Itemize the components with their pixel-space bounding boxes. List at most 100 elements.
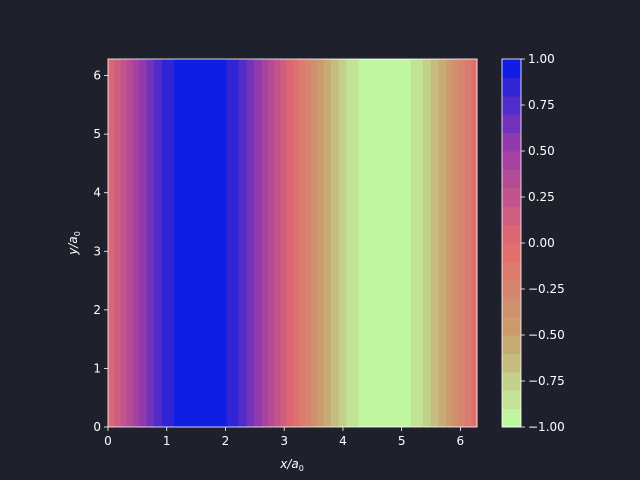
contour-band bbox=[175, 59, 178, 427]
contour-band bbox=[131, 59, 134, 427]
colorbar-level bbox=[502, 132, 521, 152]
contour-band bbox=[163, 59, 166, 427]
contour-band bbox=[470, 59, 473, 427]
contour-band bbox=[212, 59, 215, 427]
contour-band bbox=[381, 59, 384, 427]
contour-band bbox=[390, 59, 394, 427]
contour-band bbox=[154, 59, 157, 427]
x-tick-label: 0 bbox=[104, 434, 112, 448]
contour-band bbox=[114, 59, 117, 427]
contour-band bbox=[292, 59, 295, 427]
contour-band bbox=[152, 59, 155, 427]
contour-band bbox=[361, 59, 364, 427]
contour-band bbox=[389, 59, 392, 427]
colorbar-tick-label: 0.25 bbox=[528, 190, 555, 204]
contour-band bbox=[309, 59, 312, 427]
contour-band bbox=[441, 59, 444, 427]
contour-band bbox=[149, 59, 152, 427]
y-tick-label: 0 bbox=[93, 420, 101, 434]
contour-band bbox=[301, 59, 304, 427]
contour-band bbox=[446, 59, 449, 427]
contour-band bbox=[191, 59, 194, 427]
colorbar-level bbox=[502, 316, 521, 336]
contour-band bbox=[269, 59, 272, 427]
contour-band bbox=[432, 59, 435, 427]
colorbar-tick-label: −0.75 bbox=[528, 374, 565, 388]
contour-band bbox=[318, 59, 321, 427]
contour-band bbox=[235, 59, 238, 427]
contour-band bbox=[418, 59, 421, 427]
contour-band bbox=[354, 59, 357, 427]
contour-band bbox=[108, 59, 111, 427]
contour-band bbox=[378, 59, 381, 427]
contour-band bbox=[437, 59, 440, 427]
colorbar-tick-label: −0.50 bbox=[528, 328, 565, 342]
colorbar bbox=[501, 58, 522, 428]
colorbar-level bbox=[502, 298, 521, 318]
contour-band bbox=[126, 59, 129, 427]
colorbar-level bbox=[502, 187, 521, 207]
y-tick-label: 5 bbox=[93, 127, 101, 141]
contour-band bbox=[214, 59, 217, 427]
contour-band bbox=[290, 59, 294, 427]
contour-band bbox=[433, 59, 437, 427]
contour-band bbox=[172, 59, 175, 427]
contour-band bbox=[443, 59, 446, 427]
contour-band bbox=[260, 59, 263, 427]
contour-band bbox=[312, 59, 315, 427]
contour-band bbox=[174, 59, 177, 427]
colorbar-level bbox=[502, 114, 521, 134]
contour-band bbox=[238, 59, 241, 427]
contour-band bbox=[194, 59, 197, 427]
contour-band bbox=[221, 59, 224, 427]
contour-band bbox=[393, 59, 397, 427]
contour-band bbox=[435, 59, 438, 427]
contour-band bbox=[300, 59, 303, 427]
contour-band bbox=[326, 59, 329, 427]
contour-band bbox=[195, 59, 198, 427]
contour-band bbox=[209, 59, 212, 427]
colorbar-level bbox=[502, 371, 521, 391]
contour-band bbox=[400, 59, 403, 427]
contour-band bbox=[229, 59, 232, 427]
y-axis: 0 1 2 3 4 5 6 bbox=[93, 69, 108, 434]
contour-band bbox=[247, 59, 251, 427]
contour-band bbox=[349, 59, 352, 427]
contour-band bbox=[143, 59, 146, 427]
colorbar-level bbox=[502, 59, 521, 78]
contour-band bbox=[387, 59, 390, 427]
contour-band bbox=[409, 59, 412, 427]
contour-band bbox=[135, 59, 138, 427]
contour-band bbox=[192, 59, 195, 427]
contour-band bbox=[452, 59, 455, 427]
contour-band bbox=[306, 59, 309, 427]
contour-band bbox=[423, 59, 426, 427]
contour-band bbox=[429, 59, 432, 427]
contour-band bbox=[211, 59, 214, 427]
contour-band bbox=[444, 59, 447, 427]
contour-band bbox=[261, 59, 264, 427]
colorbar-tick-label: −1.00 bbox=[528, 420, 565, 434]
contour-band bbox=[334, 59, 337, 427]
contour-band bbox=[137, 59, 140, 427]
y-axis-label-subscript: 0 bbox=[73, 231, 82, 236]
contour-band bbox=[460, 59, 463, 427]
contour-band bbox=[467, 59, 470, 427]
contour-band bbox=[223, 59, 226, 427]
contour-band bbox=[395, 59, 398, 427]
contour-band bbox=[424, 59, 427, 427]
contour-band bbox=[341, 59, 344, 427]
contour-band bbox=[430, 59, 434, 427]
colorbar-tick-label: 1.00 bbox=[528, 52, 555, 66]
contour-band bbox=[404, 59, 407, 427]
contour-band bbox=[200, 59, 203, 427]
colorbar-level bbox=[502, 224, 521, 244]
contour-band bbox=[232, 59, 235, 427]
contour-band bbox=[226, 59, 229, 427]
contour-band bbox=[363, 59, 366, 427]
contour-band bbox=[124, 59, 128, 427]
contour-band bbox=[358, 59, 361, 427]
contour-band bbox=[274, 59, 277, 427]
colorbar-level bbox=[502, 335, 521, 354]
colorbar-level bbox=[502, 279, 521, 299]
